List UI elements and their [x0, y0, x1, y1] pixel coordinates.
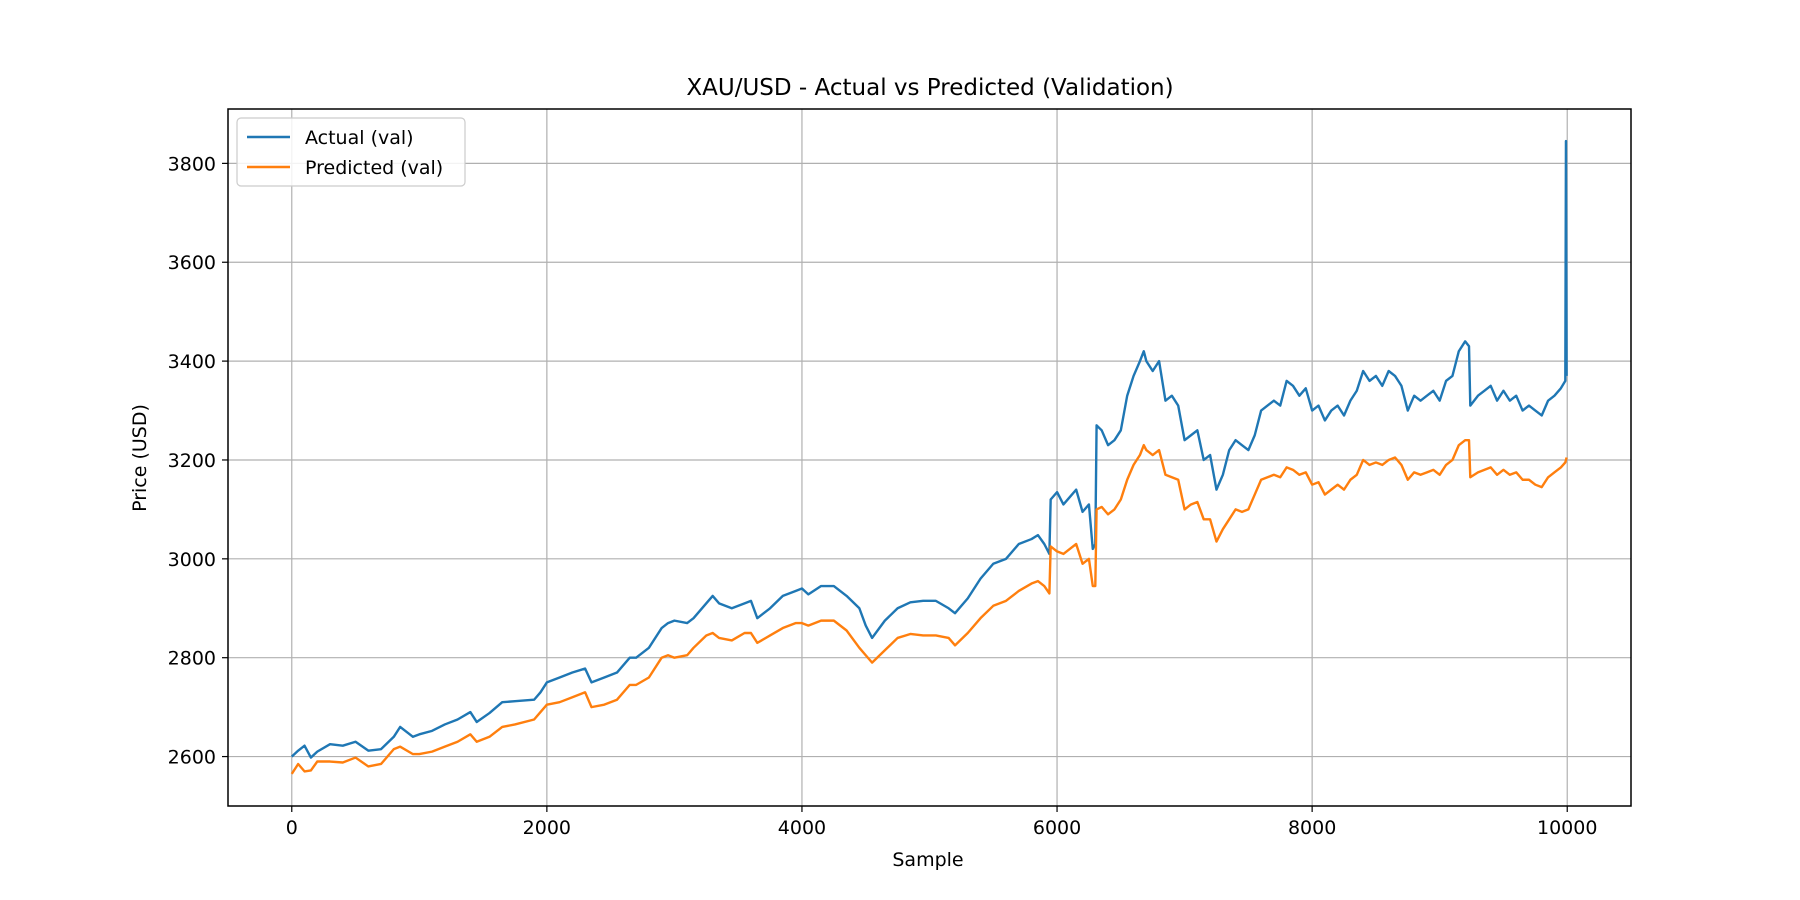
legend: Actual (val) Predicted (val)	[236, 117, 466, 187]
gridlines	[228, 109, 1631, 806]
legend-box	[236, 117, 466, 187]
legend-label-predicted: Predicted (val)	[305, 157, 443, 179]
x-tick-label: 8000	[1288, 817, 1336, 839]
x-axis-label: Sample	[892, 849, 963, 871]
y-tick-label: 3200	[168, 450, 216, 472]
x-tick-label: 10000	[1537, 817, 1597, 839]
y-tick-label: 3000	[168, 549, 216, 571]
x-tick-label: 4000	[778, 817, 826, 839]
y-axis-label: Price (USD)	[129, 404, 151, 512]
x-tick-label: 2000	[523, 817, 571, 839]
series-line-predicted	[290, 439, 1568, 775]
chart-title: XAU/USD - Actual vs Predicted (Validatio…	[686, 75, 1173, 101]
y-tick-label: 3800	[168, 153, 216, 175]
y-tick-label: 2600	[168, 747, 216, 769]
plot-frame	[227, 108, 1632, 807]
series-line-actual	[290, 139, 1568, 759]
y-tick-label: 3600	[168, 252, 216, 274]
x-tick-label: 6000	[1033, 817, 1081, 839]
legend-label-actual: Actual (val)	[305, 127, 414, 149]
plot-area	[290, 139, 1568, 775]
y-tick-label: 3400	[168, 351, 216, 373]
x-tick-label: 0	[286, 817, 298, 839]
x-axis: 0 2000 4000 6000 8000 10000	[286, 806, 1597, 839]
y-tick-label: 2800	[168, 648, 216, 670]
y-axis: 2600 2800 3000 3200 3400 3600 3800	[168, 153, 228, 769]
